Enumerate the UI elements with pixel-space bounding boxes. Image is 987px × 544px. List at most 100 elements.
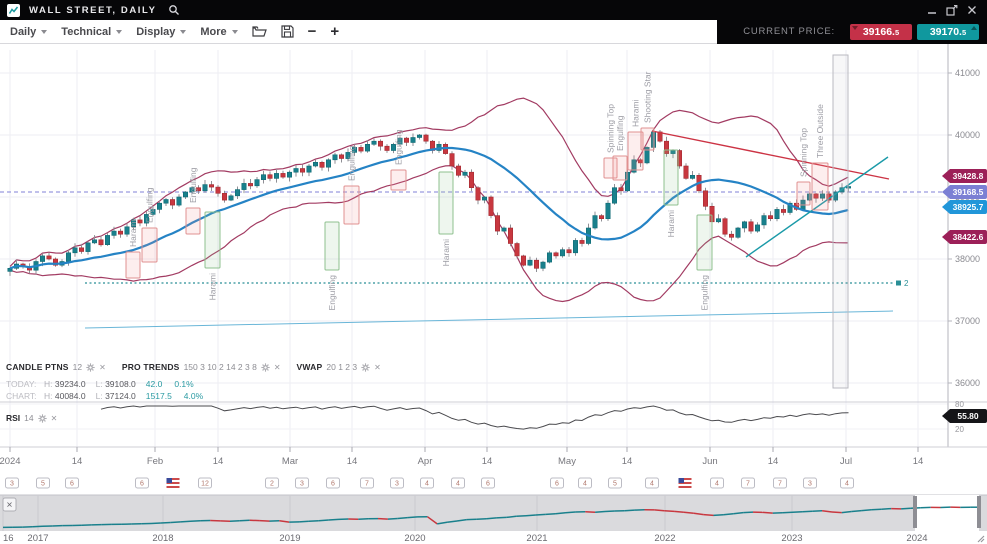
menu-more[interactable]: More (200, 26, 238, 38)
minimap-left-handle[interactable] (913, 496, 917, 528)
calendar-event-icon[interactable] (550, 477, 564, 489)
calendar-event-icon[interactable] (578, 477, 592, 489)
resize-grip-icon[interactable] (977, 535, 985, 543)
chart-area[interactable]: 2 Harami Engulfing Engulfing Harami Engulfing… (0, 44, 987, 544)
trendline[interactable] (651, 130, 890, 180)
pattern-label: Three Outside (815, 104, 825, 158)
calendar-event-icon[interactable] (608, 477, 622, 489)
close-icon[interactable]: ✕ (99, 362, 106, 372)
calendar-event-icon[interactable] (481, 477, 495, 489)
search-icon[interactable] (168, 4, 180, 16)
candle-body (111, 230, 117, 236)
minimap-selection-window[interactable] (915, 495, 979, 531)
flag-part (166, 478, 172, 483)
close-icon[interactable]: ✕ (374, 362, 381, 372)
pattern-box[interactable] (125, 251, 141, 279)
us-flag-icon[interactable] (678, 478, 692, 488)
chevron-down-icon (116, 29, 123, 34)
calendar-event-icon[interactable] (65, 477, 79, 489)
minimap-right-handle[interactable] (977, 496, 981, 528)
trendline[interactable] (84, 310, 894, 329)
pattern-label: Engulfing (327, 275, 337, 311)
minimap-series-segment (486, 517, 497, 520)
pattern-box[interactable] (204, 211, 221, 269)
candle-body (150, 209, 156, 215)
minimap-series-segment (407, 516, 418, 519)
pattern-box[interactable] (343, 185, 360, 225)
minimize-button[interactable] (926, 4, 938, 16)
open-template-button[interactable] (252, 25, 267, 38)
pattern-box[interactable] (603, 157, 618, 179)
pattern-box[interactable] (663, 149, 679, 206)
minimap-series-segment (595, 510, 606, 513)
zoom-out-button[interactable]: − (307, 23, 317, 40)
calendar-event-icon[interactable] (198, 477, 212, 489)
zoom-in-button[interactable]: + (330, 23, 340, 40)
calendar-event-icon[interactable] (773, 477, 787, 489)
minimap-background (0, 495, 987, 531)
candle-body (475, 187, 481, 201)
calendar-event-icon[interactable] (265, 477, 279, 489)
pattern-box[interactable] (796, 181, 811, 206)
calendar-event-icon[interactable] (710, 477, 724, 489)
pattern-box[interactable] (612, 155, 628, 181)
minimap-series-segment (377, 517, 388, 520)
indicator-params: 20 1 2 3 (326, 362, 358, 372)
pattern-box[interactable] (438, 171, 454, 235)
pattern-box[interactable] (324, 221, 340, 271)
chart-svg[interactable]: 2 Harami Engulfing Engulfing Harami Engulfing… (0, 44, 987, 544)
menu-technical[interactable]: Technical (61, 26, 123, 38)
indicator-item[interactable]: CANDLE PTNS 12 ✕ (6, 362, 106, 372)
up-arrow-icon (971, 25, 977, 30)
pattern-box[interactable] (141, 227, 158, 263)
candle-body (189, 187, 195, 193)
gear-icon[interactable] (361, 362, 370, 372)
current-session-highlight[interactable] (832, 54, 849, 389)
candle-body (735, 227, 741, 238)
calendar-event-icon[interactable] (135, 477, 149, 489)
calendar-event-icon[interactable] (326, 477, 340, 489)
menu-display[interactable]: Display (136, 26, 187, 38)
pattern-box[interactable] (390, 169, 407, 191)
menu-daily[interactable]: Daily (10, 26, 48, 38)
title-bar: WALL STREET, DAILY (0, 0, 987, 20)
ask-price-badge[interactable]: 39170.5 (917, 23, 979, 40)
pattern-box[interactable] (640, 127, 655, 151)
calendar-event-icon[interactable] (420, 477, 434, 489)
gear-icon[interactable] (261, 362, 270, 372)
save-button[interactable] (281, 25, 294, 38)
pattern-box[interactable] (696, 214, 713, 271)
candle-body (501, 227, 507, 232)
indicator-item[interactable]: VWAP 20 1 2 3 ✕ (297, 362, 381, 372)
minimap-close-button[interactable] (2, 497, 17, 512)
close-button[interactable] (966, 4, 978, 16)
gear-icon[interactable] (86, 362, 95, 372)
us-flag-icon[interactable] (166, 478, 180, 488)
minimap-series-segment (32, 525, 43, 528)
candle-body (741, 221, 747, 229)
pattern-box[interactable] (185, 207, 201, 235)
close-icon[interactable]: ✕ (273, 362, 281, 372)
calendar-event-icon[interactable] (36, 477, 50, 489)
popout-button[interactable] (946, 4, 958, 16)
calendar-event-icon[interactable] (840, 477, 854, 489)
calendar-event-icon[interactable] (645, 477, 659, 489)
bid-price-badge[interactable]: 39166.5 (850, 23, 912, 40)
close-icon[interactable]: ✕ (50, 413, 58, 423)
calendar-event-icon[interactable] (5, 477, 19, 489)
pattern-box[interactable] (811, 162, 829, 211)
x-axis-tick-label: Jul (840, 456, 852, 467)
trendline[interactable] (745, 156, 889, 258)
indicator-item[interactable]: PRO TRENDS 150 3 10 2 14 2 3 8 ✕ (122, 362, 281, 372)
calendar-event-icon[interactable] (741, 477, 755, 489)
calendar-event-icon[interactable] (360, 477, 374, 489)
calendar-event-icon[interactable] (295, 477, 309, 489)
pattern-box[interactable] (627, 131, 644, 171)
calendar-event-icon[interactable] (451, 477, 465, 489)
minimap-series-segment (279, 520, 290, 523)
indicator-params: 12 (72, 362, 83, 372)
gear-icon[interactable] (38, 413, 47, 423)
pattern-label: Harami (666, 210, 676, 238)
calendar-event-icon[interactable] (390, 477, 404, 489)
calendar-event-icon[interactable] (803, 477, 817, 489)
